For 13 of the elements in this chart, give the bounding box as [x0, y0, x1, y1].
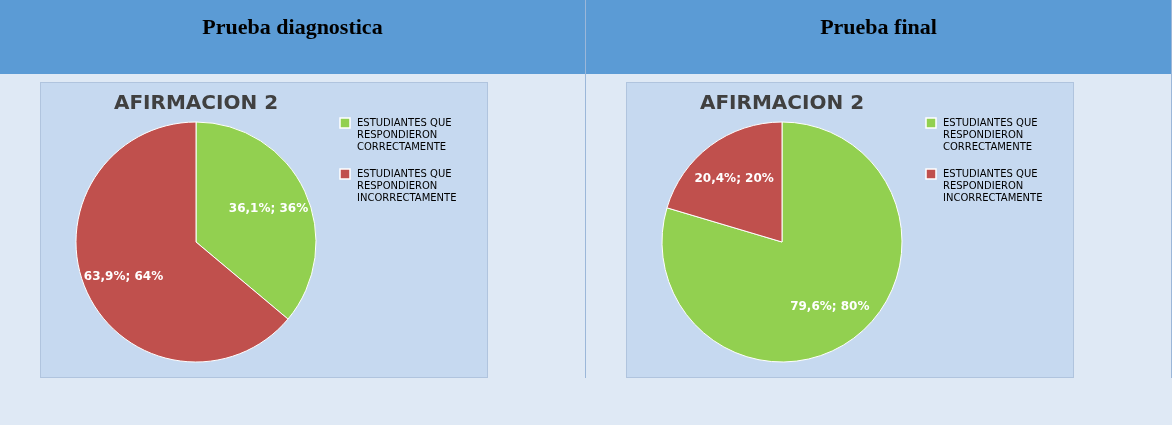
data-label: 79,6%; 80%	[790, 299, 870, 314]
chart-title: Prueba final	[586, 0, 1171, 74]
pie-slice	[661, 121, 903, 363]
data-label: 20,4%; 20%	[694, 170, 774, 185]
data-label: 63,9%; 64%	[83, 268, 164, 283]
data-label: 36,1%; 36%	[228, 201, 309, 216]
chart-title: Prueba diagnostica	[0, 0, 585, 74]
chart-subtitle: AFIRMACION 2	[113, 90, 279, 114]
legend-label: ESTUDIANTES QUE RESPONDIERON CORRECTAMENTE	[943, 117, 1038, 152]
legend-label: ESTUDIANTES QUE RESPONDIERON INCORRECTAMENTE	[943, 168, 1043, 203]
legend-label: ESTUDIANTES QUE RESPONDIERON INCORRECTAMENTE	[357, 168, 457, 203]
chart-subtitle: AFIRMACION 2	[699, 90, 865, 114]
legend-label: ESTUDIANTES QUE RESPONDIERON CORRECTAMENTE	[357, 117, 452, 152]
